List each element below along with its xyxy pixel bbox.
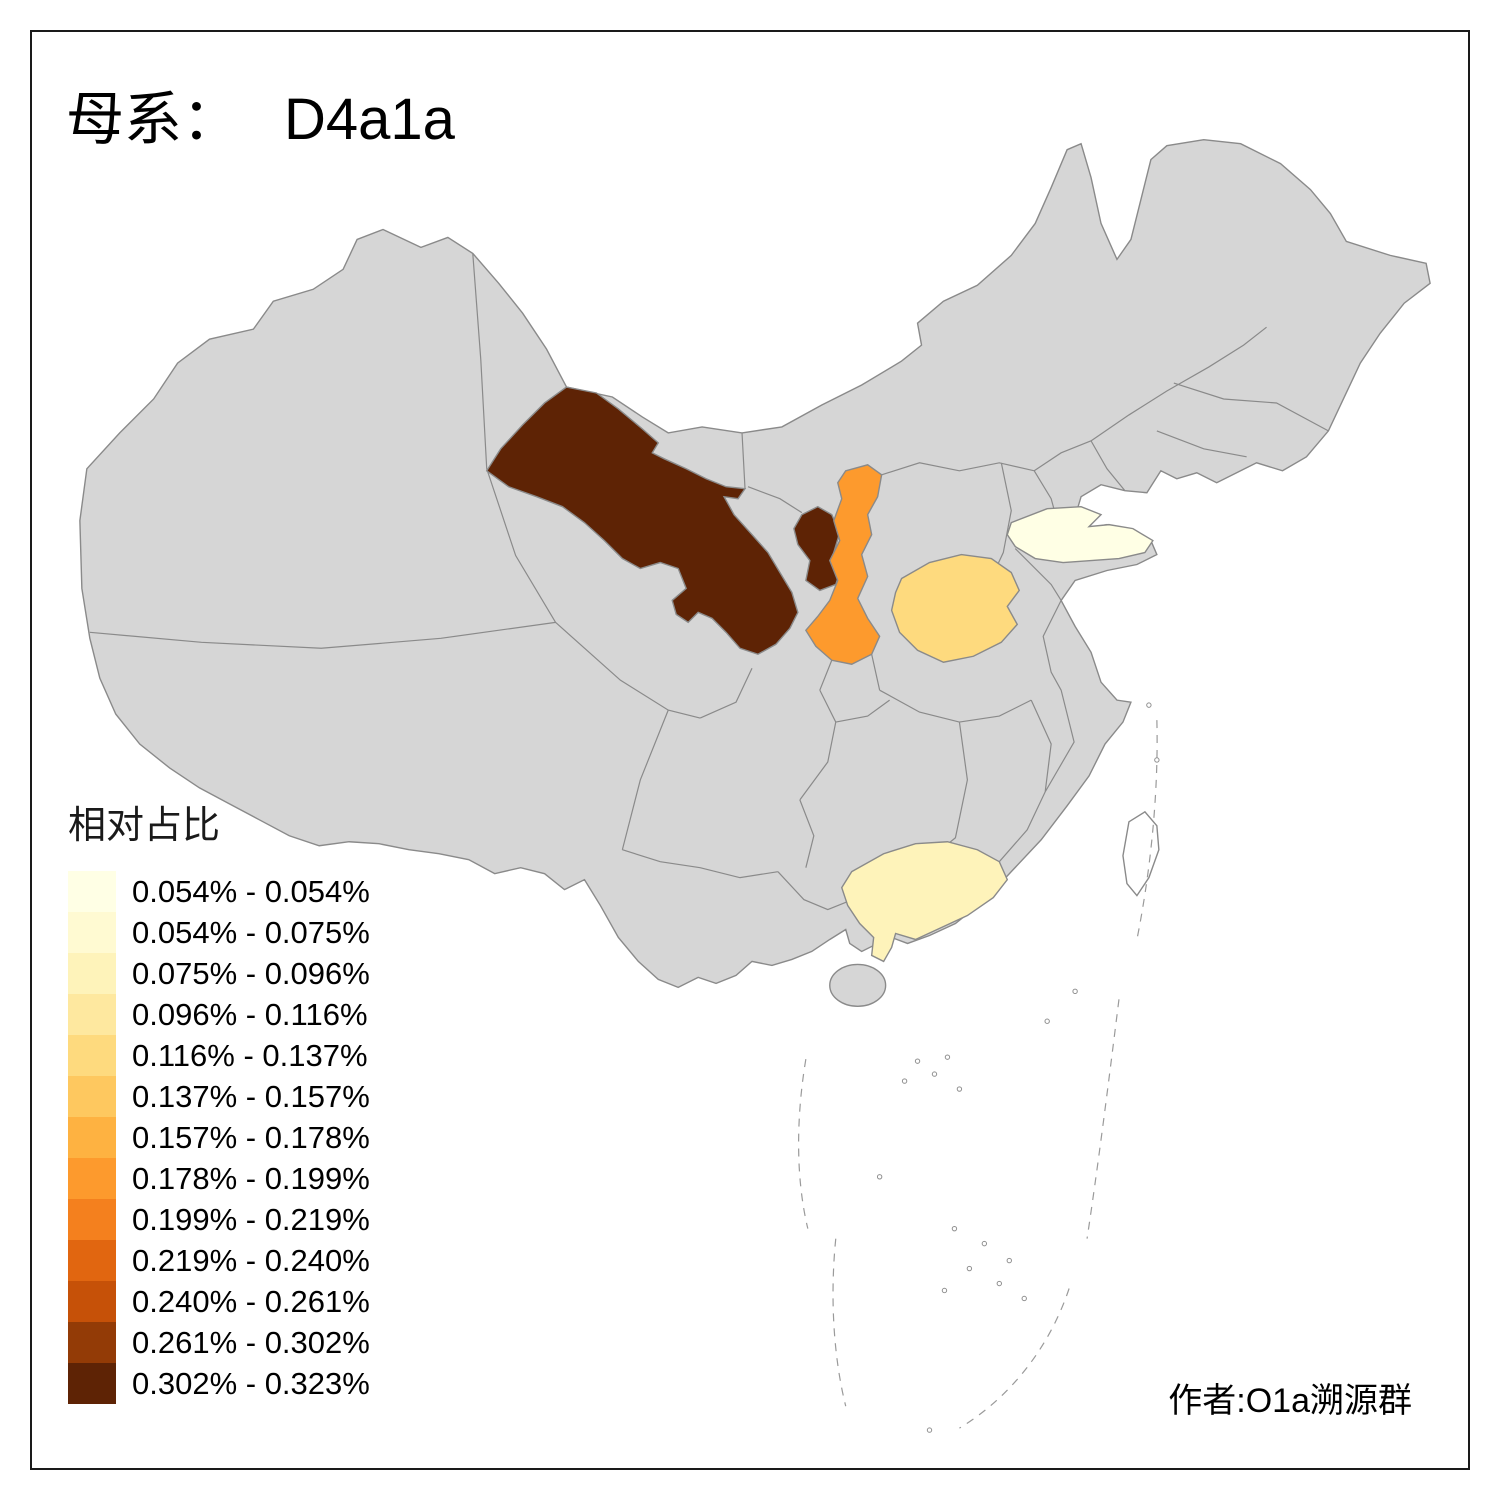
legend-row: 0.116% - 0.137% (68, 1035, 370, 1076)
legend-label: 0.137% - 0.157% (132, 1078, 370, 1114)
legend-label: 0.219% - 0.240% (132, 1242, 370, 1278)
legend-swatch (68, 994, 116, 1035)
legend-label: 0.116% - 0.137% (132, 1037, 368, 1073)
legend-label: 0.054% - 0.075% (132, 914, 370, 950)
legend-label: 0.075% - 0.096% (132, 955, 370, 991)
island-taiwan (1122, 810, 1160, 897)
province-guangdong (840, 841, 1009, 963)
title-haplogroup: D4a1a (284, 87, 455, 152)
legend-label: 0.261% - 0.302% (132, 1324, 370, 1360)
legend-row: 0.199% - 0.219% (68, 1199, 370, 1240)
legend-swatch (68, 1076, 116, 1117)
legend-label: 0.302% - 0.323% (132, 1365, 370, 1401)
title-prefix: 母系： (66, 87, 241, 152)
legend-swatch (68, 1158, 116, 1199)
province-shaanxi (804, 464, 883, 665)
province-borders (89, 253, 1329, 911)
legend-swatch (68, 1322, 116, 1363)
nine-dash-line (798, 720, 1158, 1429)
china-choropleth-map (79, 138, 1431, 1433)
page-title: 母系： D4a1a (66, 72, 455, 156)
legend-row: 0.240% - 0.261% (68, 1281, 370, 1322)
legend-row: 0.096% - 0.116% (68, 994, 370, 1035)
legend-swatch (68, 1240, 116, 1281)
legend-title: 相对占比 (68, 805, 221, 847)
legend-row: 0.137% - 0.157% (68, 1076, 370, 1117)
province-gansu (485, 386, 799, 656)
legend-swatch (68, 1199, 116, 1240)
province-shandong (1006, 505, 1154, 564)
legend-swatch (68, 871, 116, 912)
legend-swatch (68, 1363, 116, 1404)
legend-label: 0.157% - 0.178% (132, 1119, 370, 1155)
legend-swatch (68, 1281, 116, 1322)
author-credit: 作者:O1a溯源群 (1168, 1382, 1412, 1420)
legend-row: 0.261% - 0.302% (68, 1322, 370, 1363)
legend-row: 0.219% - 0.240% (68, 1240, 370, 1281)
legend-row: 0.054% - 0.075% (68, 912, 370, 953)
legend-row: 0.054% - 0.054% (68, 871, 370, 912)
legend-row: 0.157% - 0.178% (68, 1117, 370, 1158)
legend-row: 0.178% - 0.199% (68, 1158, 370, 1199)
province-henan (890, 553, 1021, 663)
legend-label: 0.240% - 0.261% (132, 1283, 370, 1319)
legend-label: 0.199% - 0.219% (132, 1201, 370, 1237)
legend-swatch (68, 1035, 116, 1076)
legend-swatch (68, 953, 116, 994)
legend-label: 0.096% - 0.116% (132, 996, 368, 1032)
legend-swatch (68, 1117, 116, 1158)
legend-label: 0.054% - 0.054% (132, 873, 370, 909)
map-panel: 母系： D4a1a 相对占比 0.054% - 0.054% 0.054% - 0… (30, 30, 1470, 1470)
legend-row: 0.075% - 0.096% (68, 953, 370, 994)
legend: 相对占比 0.054% - 0.054% 0.054% - 0.075% 0.0… (68, 794, 370, 1404)
island-hainan (829, 963, 887, 1007)
sea-islets (876, 702, 1160, 1433)
legend-row: 0.302% - 0.323% (68, 1363, 370, 1404)
legend-label: 0.178% - 0.199% (132, 1160, 370, 1196)
legend-swatch (68, 912, 116, 953)
